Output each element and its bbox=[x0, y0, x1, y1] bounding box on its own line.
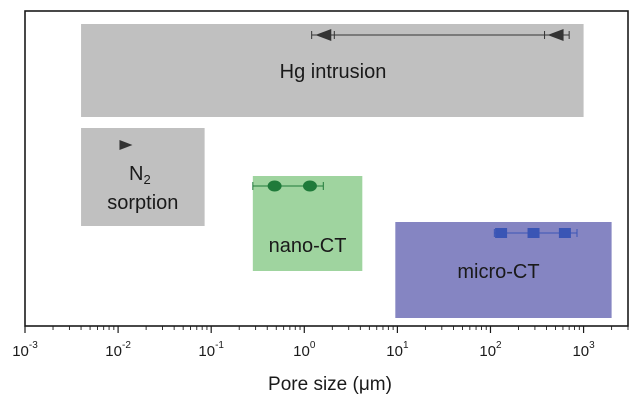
range-label-hg: Hg intrusion bbox=[280, 61, 387, 83]
data-point-micro-2 bbox=[558, 228, 571, 238]
range-bar-n2 bbox=[81, 128, 205, 226]
x-tick-label-3: 100 bbox=[293, 340, 316, 360]
data-point-n2-0 bbox=[119, 140, 133, 150]
data-point-hg-1 bbox=[547, 29, 564, 41]
range-label-n2-line2: sorption bbox=[107, 192, 178, 214]
range-labels: Hg intrusion N2 sorption nano-CT micro-CT bbox=[107, 61, 539, 283]
plot-frame bbox=[24, 10, 629, 327]
data-point-nano-1 bbox=[302, 180, 317, 192]
range-label-n2: N2 bbox=[129, 163, 151, 187]
range-label-nano: nano-CT bbox=[269, 235, 347, 257]
data-point-hg-0 bbox=[315, 29, 332, 41]
data-point-micro-0 bbox=[495, 228, 508, 238]
data-markers bbox=[119, 29, 578, 238]
x-tick-label-1: 10-2 bbox=[105, 340, 131, 360]
range-label-micro: micro-CT bbox=[457, 261, 539, 283]
x-tick-label-6: 103 bbox=[572, 340, 595, 360]
x-tick-label-4: 101 bbox=[386, 340, 409, 360]
x-axis-tick-labels: 10-3 10-2 10-1 100 101 102 103 bbox=[12, 340, 595, 360]
range-bar-nano bbox=[252, 176, 363, 271]
data-point-micro-1 bbox=[527, 228, 540, 238]
data-point-nano-0 bbox=[267, 180, 282, 192]
x-tick-label-2: 10-1 bbox=[198, 340, 224, 360]
x-axis-label: Pore size (μm) bbox=[268, 374, 392, 395]
x-tick-label-5: 102 bbox=[479, 340, 502, 360]
x-tick-label-0: 10-3 bbox=[12, 340, 38, 360]
range-bar-hg bbox=[81, 24, 584, 117]
x-axis-ticks bbox=[24, 326, 629, 333]
